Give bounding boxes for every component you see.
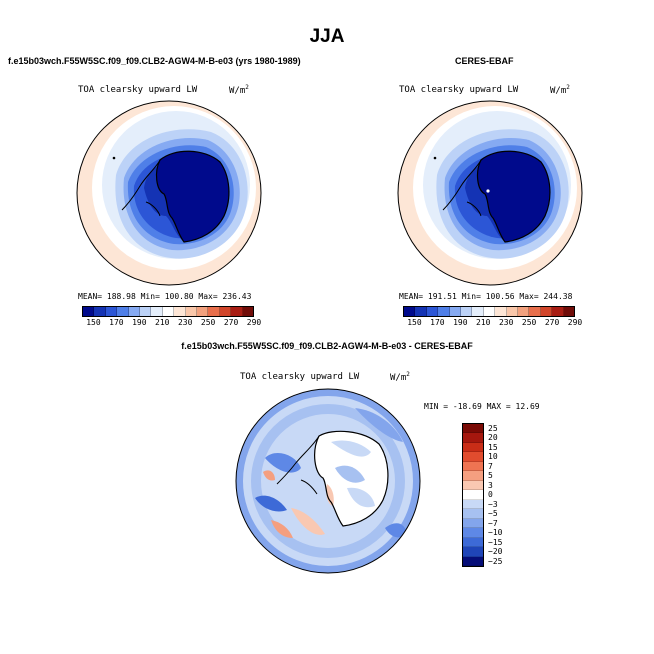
colorbar-tick-label: 270 — [223, 318, 239, 327]
colorbar-swatch — [174, 307, 186, 316]
colorbar-swatch — [495, 307, 507, 316]
colorbar-swatch — [463, 433, 483, 443]
model-colorbar-ticks: 150 170 190 210 230 250 270 290 — [82, 318, 261, 328]
colorbar-swatch — [197, 307, 209, 316]
colorbar-tick-label: 210 — [476, 318, 491, 327]
colorbar-tick-label: 190 — [132, 318, 147, 327]
colorbar-tick-label: 10 — [488, 452, 498, 462]
colorbar-swatch — [105, 307, 118, 316]
colorbar-swatch — [463, 499, 483, 510]
colorbar-tick-label: −3 — [488, 499, 498, 509]
colorbar-swatch — [463, 480, 483, 491]
colorbar-tick-label: 25 — [488, 424, 498, 433]
diff-colorbar — [462, 423, 484, 567]
colorbar-tick-label: 15 — [488, 442, 498, 452]
colorbar-tick-label: 170 — [109, 318, 124, 327]
colorbar-tick-label: 290 — [567, 318, 583, 327]
colorbar-swatch — [463, 528, 483, 538]
colorbar-tick-label: 0 — [488, 490, 493, 500]
obs-colorbar — [403, 306, 575, 317]
diff-colorbar-ticks: 25 20 15 10 7 5 3 0 −3 −5 −7 −10 −15 −20 −25 — [488, 423, 518, 566]
colorbar-swatch — [208, 307, 220, 316]
colorbar-swatch — [449, 307, 462, 316]
colorbar-swatch — [506, 307, 519, 316]
colorbar-tick-label: 150 — [407, 318, 422, 327]
obs-variable-label: TOA clearsky upward LW — [399, 85, 519, 95]
colorbar-tick-label: 20 — [488, 433, 498, 443]
colorbar-swatch — [140, 307, 152, 316]
diff-units-label: W/m2 — [390, 371, 410, 383]
colorbar-swatch — [463, 471, 483, 481]
colorbar-swatch — [151, 307, 163, 316]
colorbar-tick-label: 150 — [86, 318, 101, 327]
colorbar-swatch — [463, 556, 483, 567]
colorbar-swatch — [463, 509, 483, 519]
colorbar-swatch — [128, 307, 141, 316]
colorbar-tick-label: −10 — [488, 528, 503, 538]
colorbar-tick-label: 250 — [521, 318, 537, 327]
model-colorbar — [82, 306, 254, 317]
colorbar-swatch — [529, 307, 541, 316]
colorbar-tick-label: 170 — [430, 318, 445, 327]
colorbar-swatch — [426, 307, 439, 316]
colorbar-swatch — [472, 307, 484, 316]
colorbar-swatch — [463, 537, 483, 548]
obs-stats: MEAN= 191.51 Min= 100.56 Max= 244.38 — [399, 292, 573, 301]
colorbar-tick-label: 290 — [246, 318, 262, 327]
colorbar-swatch — [463, 490, 483, 500]
diff-case-title: f.e15b03wch.F55W5SC.f09_f09.CLB2-AGW4-M-… — [181, 341, 473, 351]
colorbar-swatch — [463, 424, 483, 434]
colorbar-swatch — [404, 307, 416, 316]
colorbar-swatch — [94, 307, 106, 316]
colorbar-swatch — [162, 307, 175, 316]
colorbar-swatch — [219, 307, 232, 316]
model-variable-label: TOA clearsky upward LW — [78, 85, 198, 95]
model-polar-map — [76, 100, 262, 286]
obs-polar-map — [397, 100, 583, 286]
diff-polar-map — [235, 388, 421, 574]
colorbar-swatch — [438, 307, 450, 316]
colorbar-swatch — [117, 307, 129, 316]
colorbar-swatch — [242, 307, 254, 316]
colorbar-swatch — [231, 307, 243, 316]
colorbar-swatch — [463, 518, 483, 529]
colorbar-tick-label: −20 — [488, 547, 503, 557]
colorbar-swatch — [463, 461, 483, 472]
model-stats: MEAN= 188.98 Min= 100.80 Max= 236.43 — [78, 292, 252, 301]
colorbar-swatch — [483, 307, 496, 316]
obs-case-title: CERES-EBAF — [455, 56, 514, 66]
colorbar-swatch — [563, 307, 575, 316]
page-title: JJA — [309, 26, 345, 47]
colorbar-tick-label: −25 — [488, 556, 503, 566]
colorbar-swatch — [461, 307, 473, 316]
diff-variable-label: TOA clearsky upward LW — [240, 372, 360, 382]
colorbar-swatch — [552, 307, 564, 316]
colorbar-tick-label: 7 — [488, 461, 493, 471]
diff-minmax: MIN = -18.69 MAX = 12.69 — [424, 402, 540, 411]
colorbar-swatch — [463, 547, 483, 557]
colorbar-swatch — [463, 442, 483, 453]
colorbar-tick-label: −7 — [488, 518, 498, 528]
obs-colorbar-ticks: 150 170 190 210 230 250 270 290 — [403, 318, 582, 328]
model-case-title: f.e15b03wch.F55W5SC.f09_f09.CLB2-AGW4-M-… — [8, 56, 301, 66]
colorbar-tick-label: 210 — [155, 318, 170, 327]
colorbar-tick-label: 3 — [488, 480, 493, 490]
colorbar-swatch — [463, 452, 483, 462]
colorbar-tick-label: 5 — [488, 471, 493, 481]
colorbar-tick-label: 250 — [200, 318, 216, 327]
colorbar-tick-label: −15 — [488, 537, 503, 547]
colorbar-tick-label: 230 — [498, 318, 514, 327]
colorbar-swatch — [185, 307, 198, 316]
colorbar-swatch — [540, 307, 553, 316]
colorbar-swatch — [518, 307, 530, 316]
colorbar-tick-label: 230 — [177, 318, 193, 327]
colorbar-swatch — [83, 307, 95, 316]
colorbar-tick-label: −5 — [488, 509, 498, 519]
model-units-label: W/m2 — [229, 84, 249, 96]
obs-units-label: W/m2 — [550, 84, 570, 96]
colorbar-tick-label: 190 — [453, 318, 468, 327]
colorbar-tick-label: 270 — [544, 318, 560, 327]
colorbar-swatch — [415, 307, 427, 316]
